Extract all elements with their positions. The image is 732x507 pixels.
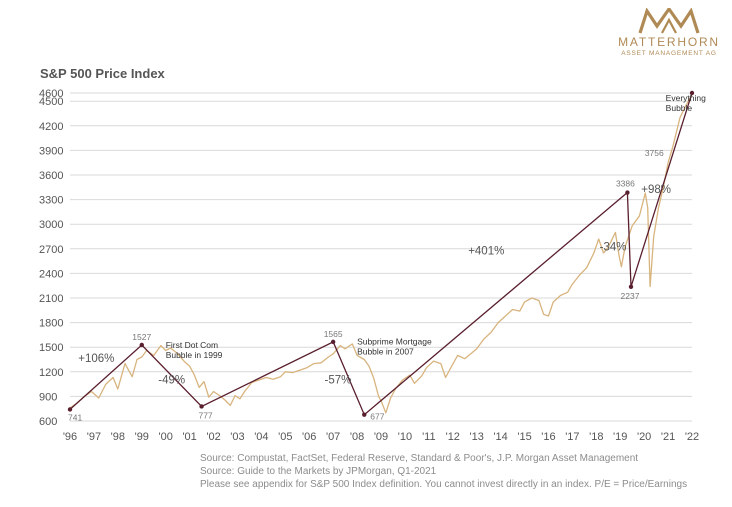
annotation-text: First Dot Com [166,340,218,350]
x-tick-label: '10 [398,431,412,443]
x-tick-label: '15 [517,431,531,443]
y-tick-label: 1500 [39,342,63,354]
point-label: 741 [68,412,82,422]
annotation-text: Bubble in 1999 [166,350,223,360]
y-tick-label: 1800 [39,318,63,330]
trend-point [139,342,144,348]
x-tick-label: '14 [493,431,507,443]
annotation-text: Everything [666,93,706,103]
x-tick-label: '05 [278,431,292,443]
source-line: Source: Guide to the Markets by JPMorgan… [200,466,437,477]
x-tick-label: '01 [182,431,196,443]
y-tick-label: 1200 [39,367,63,379]
index-price-line [69,94,693,414]
x-tick-label: '98 [111,431,125,443]
annotation-text: Bubble [666,103,693,113]
y-tick-label: 4200 [39,121,63,133]
x-axis: '96 '97 '98 '99 '00 '01 '02 '03 '04 '05 '06 '07 '08 '… [63,431,699,443]
y-tick-label: 3600 [39,170,63,182]
y-tick-label: 3000 [39,219,63,231]
logo-subtitle: ASSET MANAGEMENT AG [621,50,717,57]
y-tick-label: 3900 [39,145,63,157]
point-label: 1527 [132,332,151,342]
x-tick-label: '06 [302,431,316,443]
y-tick-label: 2100 [39,293,63,305]
x-tick-label: '19 [613,431,627,443]
chart-title: S&P 500 Price Index [40,66,165,81]
grid [70,92,692,422]
x-tick-label: '22 [685,431,699,443]
x-tick-label: '96 [63,431,77,443]
y-tick-label: 2400 [39,268,63,280]
x-tick-label: '17 [565,431,579,443]
change-label: -57% [325,374,352,386]
trend-point [689,90,695,96]
change-label: +401% [468,246,504,258]
annotation-text: Bubble in 2007 [357,347,414,357]
x-tick-label: '99 [135,431,149,443]
point-label: 3756 [645,148,664,158]
x-tick-label: '09 [374,431,388,443]
y-tick-label: 3300 [39,195,63,207]
point-label: 3386 [616,179,635,189]
x-tick-label: '13 [470,431,484,443]
y-tick-label: 2700 [39,244,63,256]
y-tick-label: 4600 [39,88,63,100]
logo: MATTERHORN ASSET MANAGEMENT AG [614,8,724,57]
x-tick-label: '04 [254,431,268,443]
mountain-logo-icon [638,8,700,34]
x-tick-label: '16 [541,431,555,443]
y-tick-label: 4500 [39,96,63,108]
change-label: +98% [641,184,671,196]
y-tick-label: 900 [39,391,57,403]
trend-point [67,407,73,412]
trend-point [625,190,630,195]
x-tick-label: '18 [589,431,603,443]
trend-point [362,412,367,417]
logo-name: MATTERHORN [618,35,720,49]
x-tick-label: '12 [446,431,460,443]
x-tick-label: '08 [350,431,364,443]
x-tick-label: '11 [422,431,436,443]
change-label: -49% [158,374,185,386]
x-tick-label: '07 [326,431,340,443]
y-tick-label: 600 [39,416,57,428]
annotation-text: Subprime Mortgage [357,337,432,347]
trend-line [69,92,693,416]
point-label: 2237 [621,291,640,301]
source-line: Please see appendix for S&P 500 Index de… [200,479,688,490]
x-tick-label: '21 [661,431,675,443]
change-label: +106% [78,353,114,365]
x-tick-label: '97 [87,431,101,443]
x-tick-label: '20 [637,431,651,443]
source-notes: Source: Compustat, FactSet, Federal Rese… [200,452,687,491]
series-layer [67,90,695,417]
trend-point [628,284,634,289]
label-layer: 741 1527 777 1565 677 3386 2237 3756 +106% -49% -5… [68,93,706,422]
y-axis: 600 900 1200 1500 1800 2100 2400 2700 3000 3300 36… [39,88,63,428]
trend-point [199,404,204,409]
source-line: Source: Compustat, FactSet, Federal Rese… [200,453,639,464]
trend-point [330,339,336,345]
x-tick-label: '03 [230,431,244,443]
x-tick-label: '02 [206,431,220,443]
point-label: 677 [370,412,384,422]
x-tick-label: '00 [159,431,173,443]
point-label: 777 [198,410,212,420]
point-label: 1565 [324,329,343,339]
change-label: -34% [600,241,627,253]
